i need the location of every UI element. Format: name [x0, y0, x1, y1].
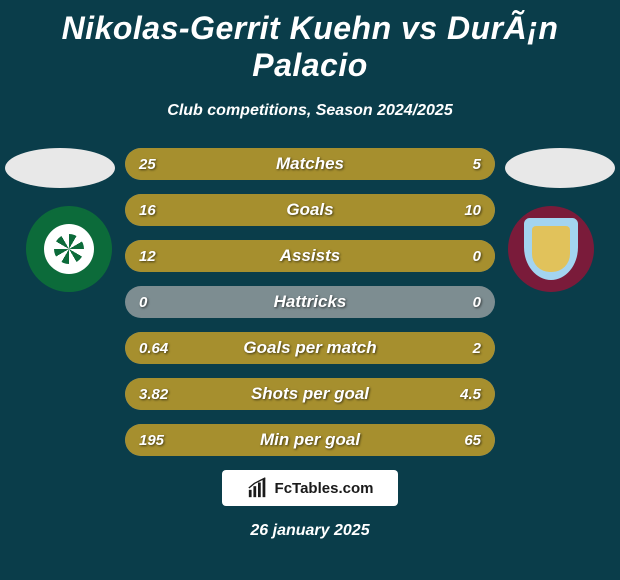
stat-label: Shots per goal	[125, 378, 495, 410]
club-left-logo	[26, 206, 112, 292]
stat-label: Assists	[125, 240, 495, 272]
stat-right-value: 65	[464, 424, 481, 456]
stat-label: Goals per match	[125, 332, 495, 364]
page-title: Nikolas-Gerrit Kuehn vs DurÃ¡n Palacio	[0, 0, 620, 84]
stat-row: Hattricks0 0	[125, 286, 495, 318]
stat-row: Min per goal195 65	[125, 424, 495, 456]
stat-left-value: 16	[139, 194, 156, 226]
stat-label: Matches	[125, 148, 495, 180]
stat-right-value: 0	[473, 240, 481, 272]
stat-left-value: 12	[139, 240, 156, 272]
stat-right-value: 2	[473, 332, 481, 364]
chart-icon	[247, 477, 269, 499]
stat-left-value: 0.64	[139, 332, 168, 364]
stat-right-value: 10	[464, 194, 481, 226]
comparison-panel: Matches255Goals1610Assists120Hattricks00…	[0, 148, 620, 456]
stat-label: Goals	[125, 194, 495, 226]
stat-right-value: 5	[473, 148, 481, 180]
club-right-logo	[508, 206, 594, 292]
footer-brand-badge: FcTables.com	[222, 470, 398, 506]
stat-left-value: 3.82	[139, 378, 168, 410]
stat-row: Matches25 5	[125, 148, 495, 180]
stat-row: Goals per match0.64 2	[125, 332, 495, 364]
stat-left-value: 0	[139, 286, 147, 318]
stat-label: Min per goal	[125, 424, 495, 456]
page-subtitle: Club competitions, Season 2024/2025	[0, 102, 620, 120]
stat-row: Shots per goal3.82 4.5	[125, 378, 495, 410]
stat-left-value: 25	[139, 148, 156, 180]
stat-left-value: 195	[139, 424, 164, 456]
stat-label: Hattricks	[125, 286, 495, 318]
celtic-badge-icon	[54, 234, 84, 264]
footer-brand-text: FcTables.com	[275, 480, 374, 497]
stat-row: Goals16 10	[125, 194, 495, 226]
date-label: 26 january 2025	[0, 522, 620, 540]
stat-bars: Matches255Goals1610Assists120Hattricks00…	[125, 148, 495, 456]
player-right-avatar	[505, 148, 615, 188]
stat-right-value: 4.5	[460, 378, 481, 410]
stat-row: Assists12 0	[125, 240, 495, 272]
aston-villa-badge-icon	[524, 218, 578, 280]
stat-right-value: 0	[473, 286, 481, 318]
player-left-avatar	[5, 148, 115, 188]
